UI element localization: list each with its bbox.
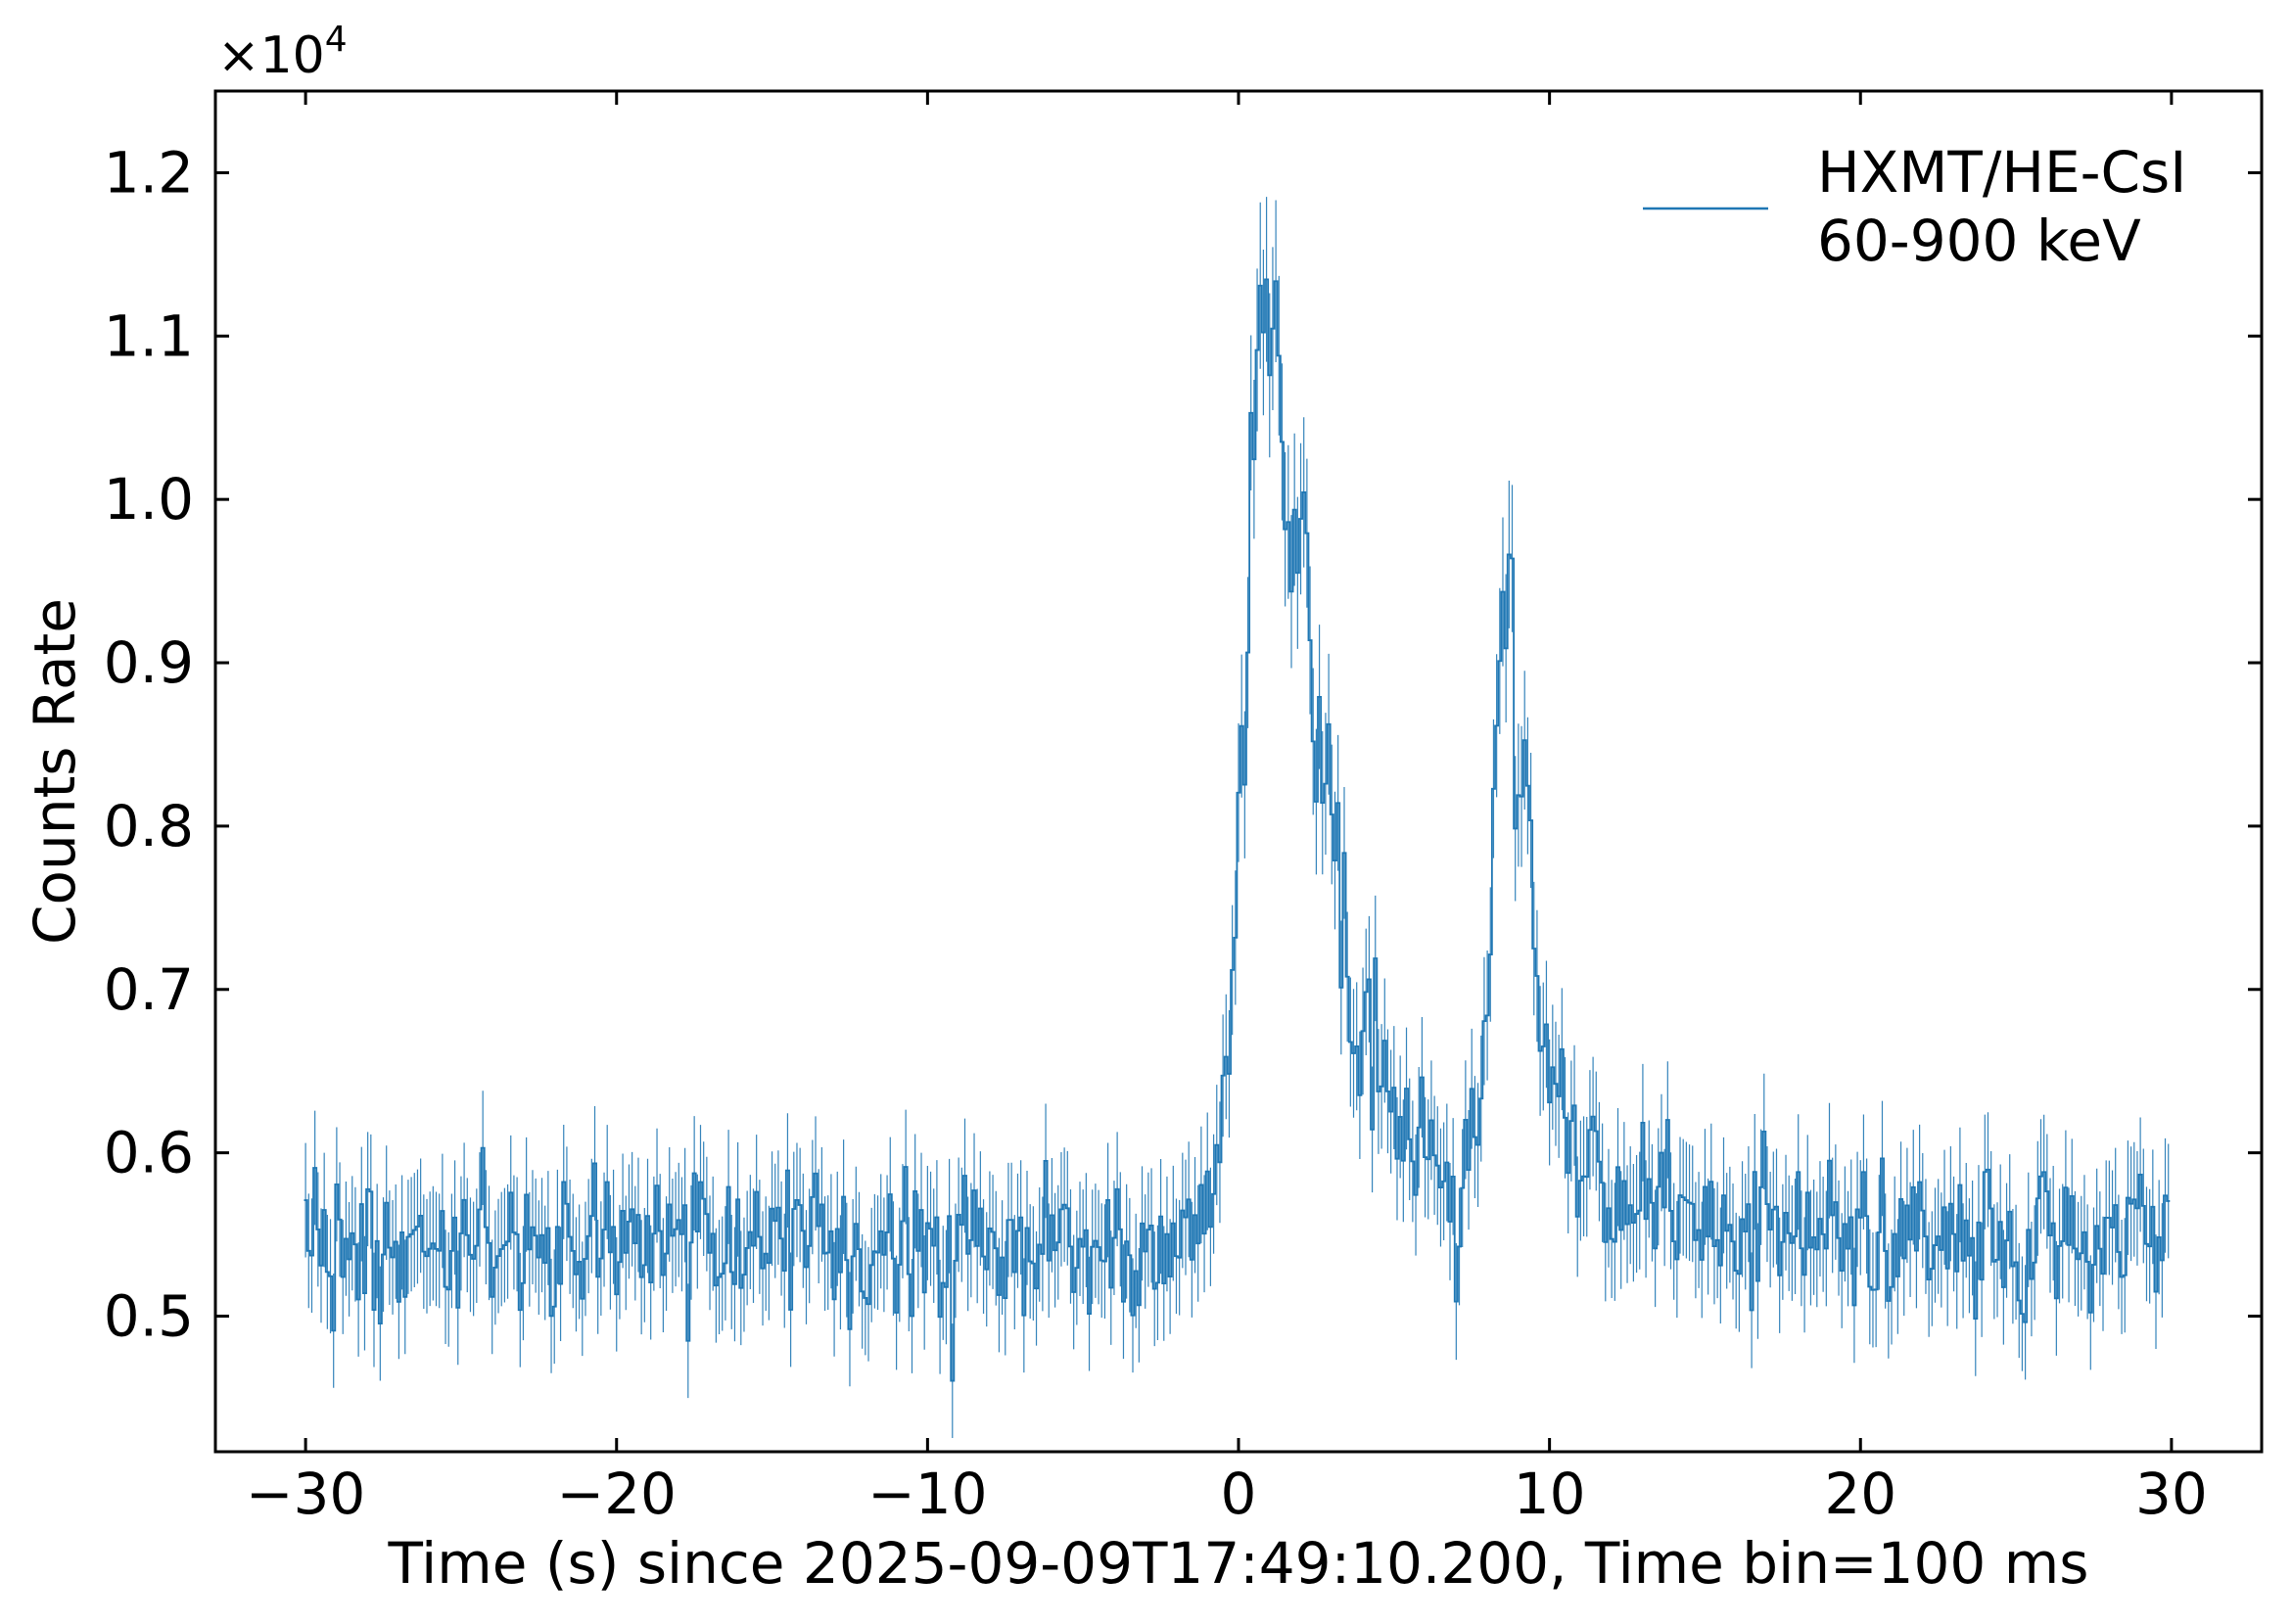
y-tick-label: 1.1 bbox=[104, 302, 194, 369]
series-line bbox=[304, 278, 2171, 1382]
series-layer bbox=[304, 197, 2171, 1438]
y-tick-label: 0.9 bbox=[104, 629, 194, 696]
x-axis-label: Time (s) since 2025-09-09T17:49:10.200, … bbox=[388, 1530, 2089, 1597]
x-tick-label: −20 bbox=[557, 1461, 677, 1527]
x-tick-label: −30 bbox=[246, 1461, 365, 1527]
y-axis-label: Counts Rate bbox=[22, 598, 88, 945]
y-tick-label: 0.7 bbox=[104, 956, 194, 1023]
x-tick-label: 20 bbox=[1824, 1461, 1896, 1527]
y-tick-label: 0.5 bbox=[104, 1283, 194, 1350]
x-tick-label: −10 bbox=[867, 1461, 987, 1527]
y-tick-label: 1.0 bbox=[104, 466, 194, 533]
y-tick-label: 0.6 bbox=[104, 1120, 194, 1186]
y-tick-label: 1.2 bbox=[104, 139, 194, 206]
y-multiplier-base: ×10 bbox=[217, 26, 325, 85]
x-tick-label: 0 bbox=[1221, 1461, 1257, 1527]
legend: HXMT/HE-CsI 60-900 keV bbox=[1643, 139, 2186, 274]
y-tick-label: 0.8 bbox=[104, 793, 194, 859]
x-ticks: −30 −20 −10 0 10 20 30 bbox=[246, 91, 2208, 1527]
y-ticks: 0.5 0.6 0.7 0.8 0.9 1.0 1.1 1.2 bbox=[104, 139, 2262, 1350]
legend-label-line2: 60-900 keV bbox=[1817, 208, 2141, 274]
y-multiplier: ×104 bbox=[217, 20, 348, 85]
x-tick-label: 30 bbox=[2135, 1461, 2208, 1527]
legend-label: HXMT/HE-CsI bbox=[1817, 139, 2186, 206]
x-tick-label: 10 bbox=[1514, 1461, 1586, 1527]
y-multiplier-exponent: 4 bbox=[325, 20, 348, 60]
